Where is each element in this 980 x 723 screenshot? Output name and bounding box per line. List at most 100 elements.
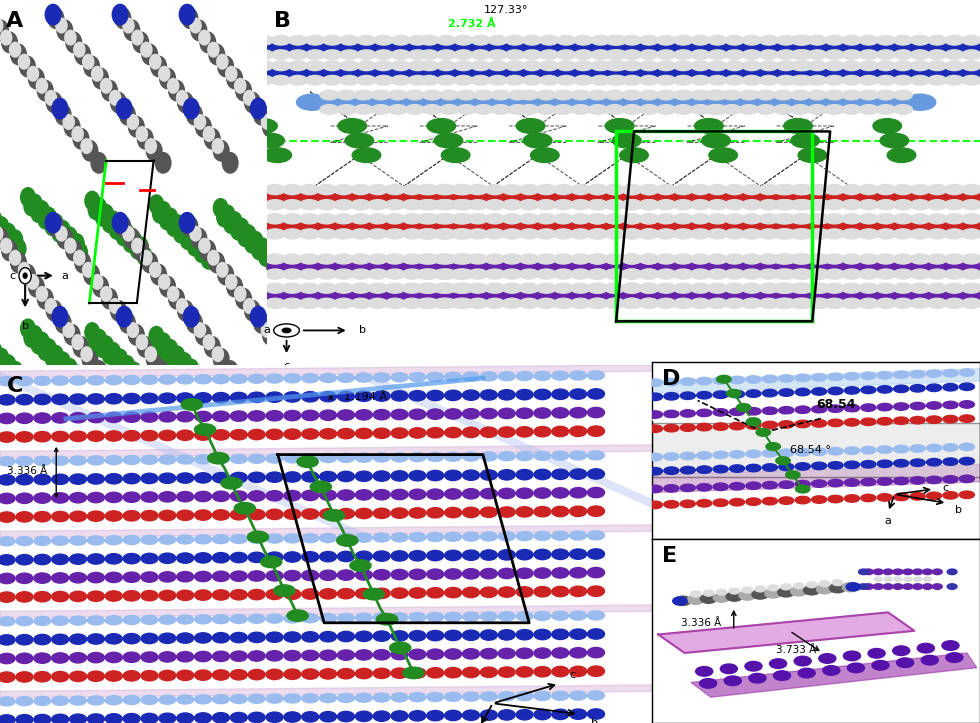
Ellipse shape	[319, 570, 336, 581]
Circle shape	[362, 218, 394, 235]
Circle shape	[657, 61, 675, 71]
Circle shape	[904, 189, 937, 205]
Circle shape	[73, 243, 87, 262]
Ellipse shape	[845, 372, 859, 380]
Ellipse shape	[123, 431, 140, 441]
Circle shape	[419, 61, 439, 71]
Ellipse shape	[302, 454, 318, 463]
Circle shape	[742, 299, 761, 308]
Circle shape	[436, 214, 457, 224]
Ellipse shape	[337, 669, 355, 679]
Circle shape	[200, 240, 216, 261]
Circle shape	[465, 189, 497, 205]
Circle shape	[82, 348, 98, 369]
Circle shape	[599, 65, 630, 81]
Ellipse shape	[569, 611, 587, 620]
Circle shape	[223, 214, 238, 234]
Circle shape	[433, 184, 454, 194]
Circle shape	[270, 127, 281, 141]
Circle shape	[191, 366, 206, 385]
Circle shape	[337, 90, 356, 100]
Circle shape	[485, 283, 505, 294]
Ellipse shape	[943, 492, 958, 499]
Circle shape	[485, 200, 505, 210]
Circle shape	[570, 214, 590, 224]
Ellipse shape	[588, 611, 605, 620]
Ellipse shape	[373, 471, 390, 482]
Circle shape	[409, 75, 427, 85]
Circle shape	[130, 240, 145, 259]
Ellipse shape	[409, 428, 426, 438]
Ellipse shape	[302, 392, 318, 402]
Circle shape	[791, 586, 808, 596]
Ellipse shape	[409, 711, 426, 721]
Circle shape	[334, 184, 354, 194]
Ellipse shape	[795, 374, 810, 382]
Ellipse shape	[910, 459, 925, 466]
Ellipse shape	[445, 532, 462, 542]
Circle shape	[433, 214, 454, 224]
Circle shape	[113, 349, 127, 368]
Circle shape	[938, 258, 971, 275]
Circle shape	[673, 254, 693, 264]
Circle shape	[639, 299, 659, 308]
Circle shape	[887, 258, 919, 275]
Ellipse shape	[409, 533, 426, 542]
Circle shape	[588, 214, 608, 224]
Circle shape	[742, 254, 761, 264]
Ellipse shape	[16, 555, 33, 565]
Ellipse shape	[0, 654, 15, 664]
Circle shape	[419, 200, 439, 210]
Circle shape	[735, 287, 768, 304]
Circle shape	[436, 283, 457, 294]
Ellipse shape	[943, 458, 958, 466]
Ellipse shape	[926, 492, 942, 500]
Polygon shape	[691, 653, 977, 697]
Circle shape	[434, 133, 463, 148]
Ellipse shape	[176, 375, 194, 384]
Circle shape	[81, 139, 92, 153]
Ellipse shape	[729, 465, 745, 472]
Circle shape	[773, 254, 793, 264]
Ellipse shape	[195, 455, 212, 463]
Circle shape	[776, 214, 796, 224]
Circle shape	[536, 229, 556, 239]
Circle shape	[63, 227, 77, 246]
Circle shape	[742, 229, 761, 239]
Circle shape	[82, 262, 94, 277]
Circle shape	[945, 184, 964, 194]
Circle shape	[413, 189, 446, 205]
Circle shape	[673, 229, 693, 239]
Ellipse shape	[762, 450, 777, 457]
Circle shape	[310, 218, 343, 235]
Circle shape	[293, 189, 325, 205]
Circle shape	[927, 229, 947, 239]
Circle shape	[488, 35, 507, 45]
Circle shape	[437, 61, 456, 71]
Circle shape	[893, 184, 912, 194]
Circle shape	[733, 94, 764, 111]
Circle shape	[564, 258, 597, 275]
Circle shape	[894, 61, 912, 71]
Circle shape	[622, 254, 642, 264]
Ellipse shape	[266, 669, 283, 680]
Circle shape	[190, 226, 201, 241]
Circle shape	[266, 254, 285, 264]
Circle shape	[708, 105, 727, 114]
Ellipse shape	[663, 453, 679, 461]
Ellipse shape	[52, 456, 69, 465]
Ellipse shape	[248, 552, 266, 562]
Ellipse shape	[860, 461, 876, 468]
Ellipse shape	[70, 394, 86, 404]
Ellipse shape	[445, 693, 462, 701]
Circle shape	[910, 283, 930, 294]
Circle shape	[248, 231, 263, 250]
Ellipse shape	[391, 453, 408, 462]
Circle shape	[271, 50, 290, 59]
Ellipse shape	[463, 427, 479, 437]
Circle shape	[451, 254, 470, 264]
Circle shape	[273, 324, 299, 337]
Circle shape	[248, 229, 268, 239]
Circle shape	[519, 299, 539, 308]
Ellipse shape	[391, 471, 408, 481]
